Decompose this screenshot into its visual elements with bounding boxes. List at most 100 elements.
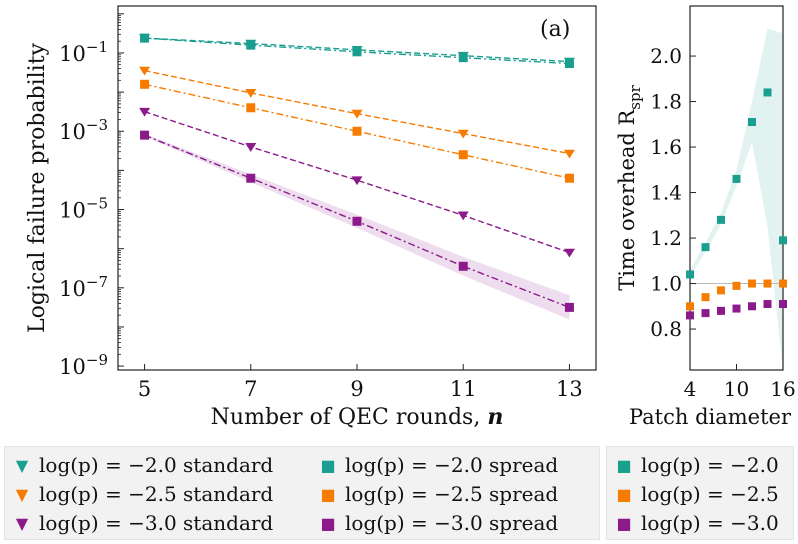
data-point-square — [701, 309, 710, 318]
panel-label: (a) — [540, 17, 570, 42]
data-point-square — [564, 173, 574, 183]
square-marker-icon: ■ — [616, 513, 632, 533]
legend-label: log(p) = −2.5 standard — [39, 482, 274, 506]
data-point-triangle — [563, 149, 575, 159]
y-tick-label: 10−3 — [59, 116, 108, 144]
data-point-triangle — [245, 143, 257, 152]
data-point-triangle — [245, 89, 257, 98]
data-point-triangle — [351, 176, 363, 186]
data-point-square — [779, 279, 787, 288]
square-marker-icon: ■ — [616, 484, 632, 504]
legend-entry: ■ log(p) = −3.0 spread — [319, 511, 558, 535]
data-point-square — [779, 300, 787, 309]
confidence-band — [690, 28, 783, 370]
legend-entry: ■ log(p) = −3.0 — [615, 511, 779, 535]
y-tick-label: 10−9 — [59, 351, 108, 379]
square-marker-icon: ■ — [320, 484, 336, 504]
triangle-marker-icon: ▼ — [15, 455, 29, 475]
data-point-triangle — [139, 66, 151, 76]
legend-side: ■ log(p) = −2.0 ■ log(p) = −2.5 ■ log(p) = … — [606, 446, 794, 540]
y-tick-label: 10−1 — [59, 38, 108, 66]
data-point-square — [748, 302, 756, 311]
data-point-square — [732, 281, 741, 290]
x-tick-label: 5 — [138, 377, 151, 401]
y-tick-label: 2.0 — [650, 44, 682, 68]
data-point-square — [779, 236, 787, 245]
data-point-square — [732, 174, 741, 183]
legend-entry: ▼ log(p) = −2.0 standard — [13, 453, 273, 477]
x-tick-label: 4 — [684, 377, 697, 401]
data-point-square — [717, 215, 725, 224]
data-point-square — [701, 293, 710, 302]
legend-label: log(p) = −2.0 standard — [39, 453, 274, 477]
x-tick-label: 13 — [556, 377, 583, 401]
data-point-square — [458, 53, 468, 63]
legend-label: log(p) = −2.0 spread — [345, 453, 559, 477]
x-axis-label: Patch diameter — [629, 405, 792, 429]
panel-b: 0.8 1.0 1.2 1.4 1.6 1.8 2.0 4 10 16 Patch diameter… — [615, 5, 796, 429]
data-point-square — [564, 302, 574, 312]
x-tick-label: 16 — [770, 377, 795, 401]
data-point-square — [748, 118, 756, 127]
square-marker-icon: ■ — [320, 513, 336, 533]
triangle-marker-icon: ▼ — [15, 513, 29, 533]
data-point-square — [701, 243, 710, 252]
y-tick-label: 10−7 — [59, 273, 108, 301]
x-axis-label: Number of QEC rounds, n — [211, 404, 504, 430]
legend-label: log(p) = −3.0 — [641, 511, 779, 535]
square-marker-icon: ■ — [320, 455, 336, 475]
data-point-triangle — [139, 107, 151, 117]
data-point-triangle — [457, 129, 469, 139]
y-tick-label: 10−5 — [59, 195, 108, 223]
legend-label: log(p) = −2.0 — [641, 453, 779, 477]
data-point-triangle — [351, 109, 363, 119]
data-point-square — [352, 126, 362, 136]
legend-main: ▼ log(p) = −2.0 standard ▼ log(p) = −2.5 s… — [4, 446, 600, 540]
x-tick-label: 7 — [244, 377, 257, 401]
data-point-square — [717, 306, 725, 315]
legend-entry: ■ log(p) = −2.5 — [615, 482, 779, 506]
y-tick-label: 1.2 — [650, 226, 682, 250]
series-line — [144, 111, 570, 254]
y-tick-label: 1.4 — [650, 181, 682, 205]
y-tick-label: 1.0 — [650, 272, 682, 296]
data-point-square — [564, 59, 574, 69]
legend-entry: ▼ log(p) = −3.0 standard — [13, 511, 273, 535]
x-tick-label: 10 — [724, 377, 749, 401]
series-line — [144, 83, 570, 179]
legend-label: log(p) = −3.0 standard — [39, 511, 274, 535]
data-point-square — [763, 279, 772, 288]
legend-label: log(p) = −2.5 — [641, 482, 779, 506]
data-point-square — [458, 261, 468, 271]
data-point-square — [763, 88, 772, 97]
legend-entry: ■ log(p) = −2.5 spread — [319, 482, 558, 506]
x-tick-label: 11 — [450, 377, 477, 401]
data-point-square — [732, 304, 741, 313]
confidence-band — [144, 133, 570, 320]
data-point-square — [748, 279, 756, 288]
data-point-square — [763, 300, 772, 309]
legend-label: log(p) = −3.0 spread — [345, 511, 559, 535]
figure: 10−1 10−3 10−5 10−7 10−9 5 7 9 11 13 Number of QEC… — [25, 5, 796, 430]
data-point-square — [140, 33, 150, 43]
legend-entry: ■ log(p) = −2.0 — [615, 453, 779, 477]
legend-label: log(p) = −2.5 spread — [345, 482, 559, 506]
data-point-square — [246, 173, 256, 183]
square-marker-icon: ■ — [616, 455, 632, 475]
x-tick-label: 9 — [350, 377, 363, 401]
panel-a: 10−1 10−3 10−5 10−7 10−9 5 7 9 11 13 Number of QEC… — [25, 5, 597, 430]
y-axis-label: Logical failure probability — [25, 42, 50, 333]
data-point-square — [458, 150, 468, 160]
data-point-square — [246, 103, 256, 113]
triangle-marker-icon: ▼ — [15, 484, 29, 504]
legend-entry: ▼ log(p) = −2.5 standard — [13, 482, 273, 506]
y-tick-label: 1.6 — [650, 135, 682, 159]
data-point-square — [352, 47, 362, 57]
y-tick-label: 0.8 — [650, 317, 682, 341]
y-axis-label: Time overhead Rspr — [615, 84, 644, 290]
data-point-square — [686, 311, 694, 320]
data-point-square — [140, 79, 150, 89]
data-point-square — [140, 130, 150, 140]
data-point-triangle — [457, 211, 469, 221]
data-point-square — [686, 302, 694, 311]
